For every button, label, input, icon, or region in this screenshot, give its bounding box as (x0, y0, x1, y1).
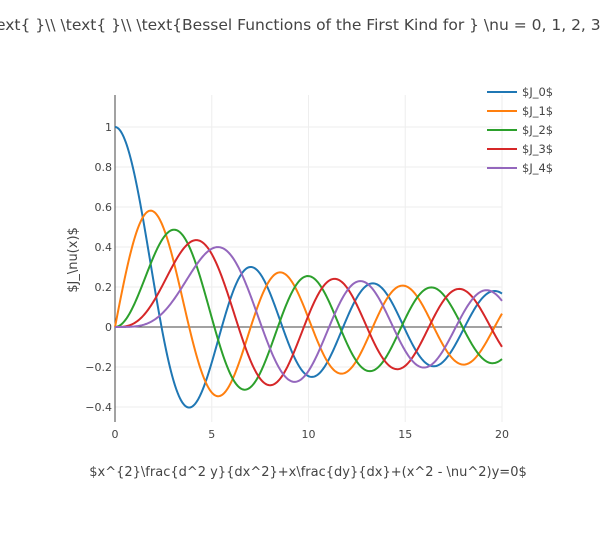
x-axis-label: $x^{2}\frac{d^2 y}{dx^2}+x\frac{dy}{dx}+… (89, 465, 527, 480)
series-line-j4 (115, 246, 503, 383)
legend-item-j2[interactable]: $J_2$ (487, 123, 553, 137)
legend-label: $J_1$ (522, 104, 553, 118)
y-axis-label: $J_\nu(x)$ (66, 227, 81, 293)
y-tick-label: −0.2 (85, 361, 112, 374)
series-line-j0 (114, 126, 503, 409)
legend-item-j3[interactable]: $J_3$ (487, 142, 553, 156)
x-tick-label: 0 (112, 428, 119, 441)
x-tick-label: 15 (398, 428, 412, 441)
y-tick-label: 0.6 (95, 201, 113, 214)
series-line-j2 (114, 228, 503, 391)
y-tick-label: 0.2 (95, 281, 113, 294)
legend-item-j4[interactable]: $J_4$ (487, 161, 553, 175)
y-tick-label: 1 (105, 121, 112, 134)
legend[interactable]: $J_0$ $J_1$ $J_2$ $J_3$ $J_4$ (487, 85, 553, 175)
legend-label: $J_3$ (522, 142, 553, 156)
y-tick-label: −0.4 (85, 401, 112, 414)
legend-label: $J_4$ (522, 161, 553, 175)
x-tick-label: 5 (208, 428, 215, 441)
legend-item-j1[interactable]: $J_1$ (487, 104, 553, 118)
legend-label: $J_2$ (522, 123, 553, 137)
series-line-j1 (114, 209, 503, 398)
legend-label: $J_0$ (522, 85, 553, 99)
y-tick-label: 0.8 (95, 161, 113, 174)
series-lines (114, 126, 503, 409)
y-tick-label: 0 (105, 321, 112, 334)
chart-title: ext{ }\\ \text{ }\\ \text{Bessel Functio… (0, 16, 600, 34)
y-tick-label: 0.4 (95, 241, 113, 254)
series-line-j3 (115, 239, 503, 387)
x-tick-label: 20 (495, 428, 509, 441)
tick-labels: 0 5 10 15 20 −0.4 −0.2 0 0.2 0.4 0.6 0.8 1 (85, 121, 509, 441)
x-tick-label: 10 (302, 428, 316, 441)
legend-item-j0[interactable]: $J_0$ (487, 85, 553, 99)
grid (114, 95, 503, 422)
